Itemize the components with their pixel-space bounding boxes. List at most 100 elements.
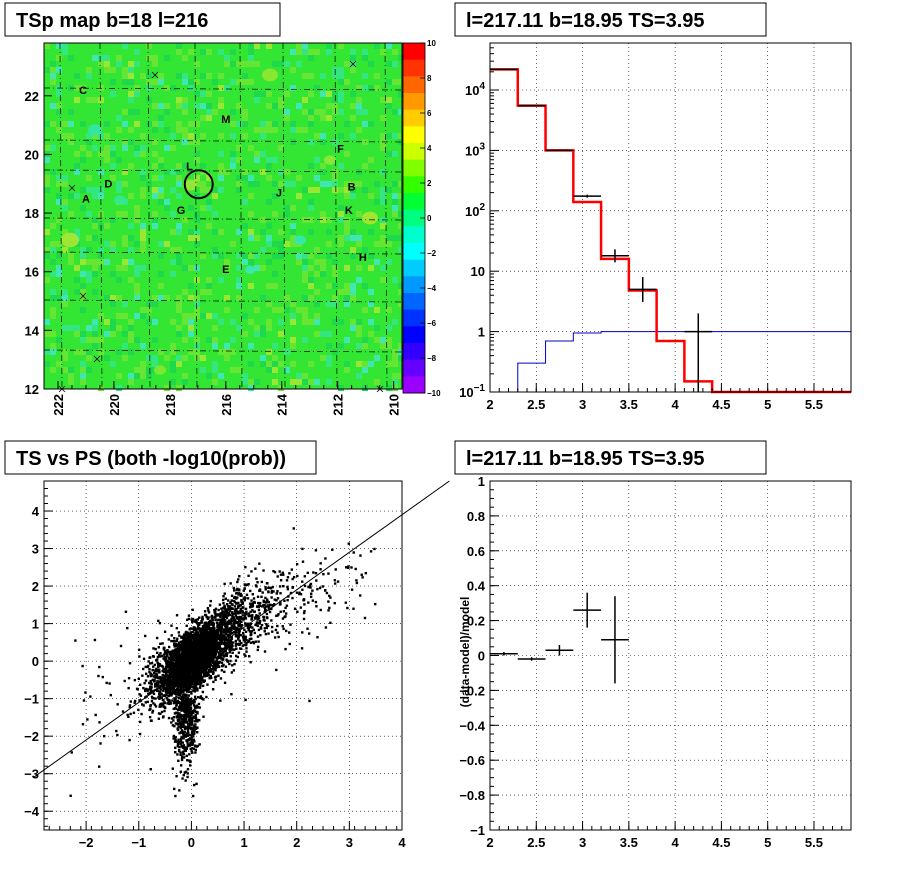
scatter-point xyxy=(160,664,163,668)
scatter-point xyxy=(193,677,196,681)
scatter-point xyxy=(243,598,246,602)
map-cell xyxy=(50,73,56,79)
scatter-point xyxy=(196,631,199,635)
scatter-point xyxy=(219,653,222,657)
map-cell xyxy=(176,355,182,361)
map-cell xyxy=(86,247,92,253)
scatter-point xyxy=(207,620,211,624)
scatter-point xyxy=(226,608,230,612)
map-cell xyxy=(236,253,242,259)
scatter-point xyxy=(164,691,168,694)
map-cell xyxy=(260,265,266,271)
map-cell xyxy=(380,235,386,241)
map-cell xyxy=(314,319,320,325)
scatter-point xyxy=(179,683,182,686)
scatter-point xyxy=(205,666,208,669)
scatter-point xyxy=(210,629,214,632)
scatter-point xyxy=(216,618,220,622)
map-cell xyxy=(104,121,110,127)
map-cell xyxy=(170,319,176,325)
scatter-point xyxy=(210,653,214,656)
map-cell xyxy=(182,319,188,325)
map-cell xyxy=(218,97,224,103)
map-cell xyxy=(248,385,254,391)
scatter-point xyxy=(170,624,173,627)
map-cell xyxy=(248,283,254,289)
scatter-point xyxy=(166,702,169,705)
map-cell xyxy=(344,151,350,157)
map-cell xyxy=(344,181,350,187)
map-cell xyxy=(356,211,362,217)
scatter-point xyxy=(223,670,226,674)
map-cell xyxy=(356,361,362,367)
scatter-point xyxy=(244,607,248,611)
map-cell xyxy=(284,205,290,211)
scatter-point xyxy=(179,668,183,672)
scatter-point xyxy=(172,658,175,661)
scatter-point xyxy=(161,716,165,719)
map-cell xyxy=(194,301,200,307)
map-cell xyxy=(104,157,110,163)
map-cell xyxy=(266,157,272,163)
map-cell xyxy=(284,169,290,175)
colorbar-band xyxy=(403,343,425,361)
scatter-point xyxy=(184,669,187,672)
map-x-tick-label: 216 xyxy=(219,394,234,416)
map-cell xyxy=(314,157,320,163)
map-cell xyxy=(122,139,128,145)
map-cell xyxy=(380,115,386,121)
scatter-point xyxy=(167,660,170,663)
scatter-point xyxy=(200,634,203,637)
map-cell xyxy=(266,235,272,241)
scatter-point xyxy=(158,703,162,707)
scatter-point xyxy=(149,662,152,665)
scatter-point xyxy=(176,660,180,664)
scatter-point xyxy=(157,684,160,687)
scatter-point xyxy=(214,669,217,672)
map-cell xyxy=(308,121,314,127)
scatter-point xyxy=(234,639,238,643)
map-cell xyxy=(152,163,158,169)
map-cell xyxy=(158,73,164,79)
scatter-point xyxy=(184,662,187,666)
map-cell xyxy=(158,79,164,85)
map-cell xyxy=(206,199,212,205)
map-cell xyxy=(230,151,236,157)
colorbar-band xyxy=(403,376,425,394)
map-cell xyxy=(380,343,386,349)
scatter-point xyxy=(186,639,190,642)
map-cell xyxy=(140,193,146,199)
scatter-point xyxy=(175,653,179,657)
map-cell xyxy=(44,121,50,127)
map-cell xyxy=(164,295,170,301)
scatter-point xyxy=(191,677,194,681)
scatter-point xyxy=(182,638,185,641)
map-cell xyxy=(308,73,314,79)
map-cell xyxy=(302,127,308,133)
map-cell xyxy=(290,121,296,127)
scatter-point xyxy=(170,669,173,672)
map-cell xyxy=(242,379,248,385)
scatter-point xyxy=(163,709,166,713)
map-cell xyxy=(284,349,290,355)
map-cell xyxy=(50,349,56,355)
scatter-point xyxy=(191,679,195,683)
scatter-point xyxy=(160,696,163,699)
map-cell xyxy=(158,271,164,277)
map-cell xyxy=(314,259,320,265)
map-cell xyxy=(152,127,158,133)
map-cell xyxy=(194,193,200,199)
map-cell xyxy=(332,175,338,181)
source-label: L xyxy=(186,161,193,173)
scatter-point xyxy=(261,591,264,594)
map-cell xyxy=(188,121,194,127)
colorbar-band xyxy=(403,309,425,327)
scatter-point xyxy=(211,672,215,676)
scatter-point xyxy=(257,605,261,609)
map-cell xyxy=(110,301,116,307)
map-cell xyxy=(254,379,260,385)
scatter-point xyxy=(170,683,173,686)
scatter-point xyxy=(166,698,169,701)
map-cell xyxy=(386,79,392,85)
scatter-point xyxy=(164,694,167,697)
